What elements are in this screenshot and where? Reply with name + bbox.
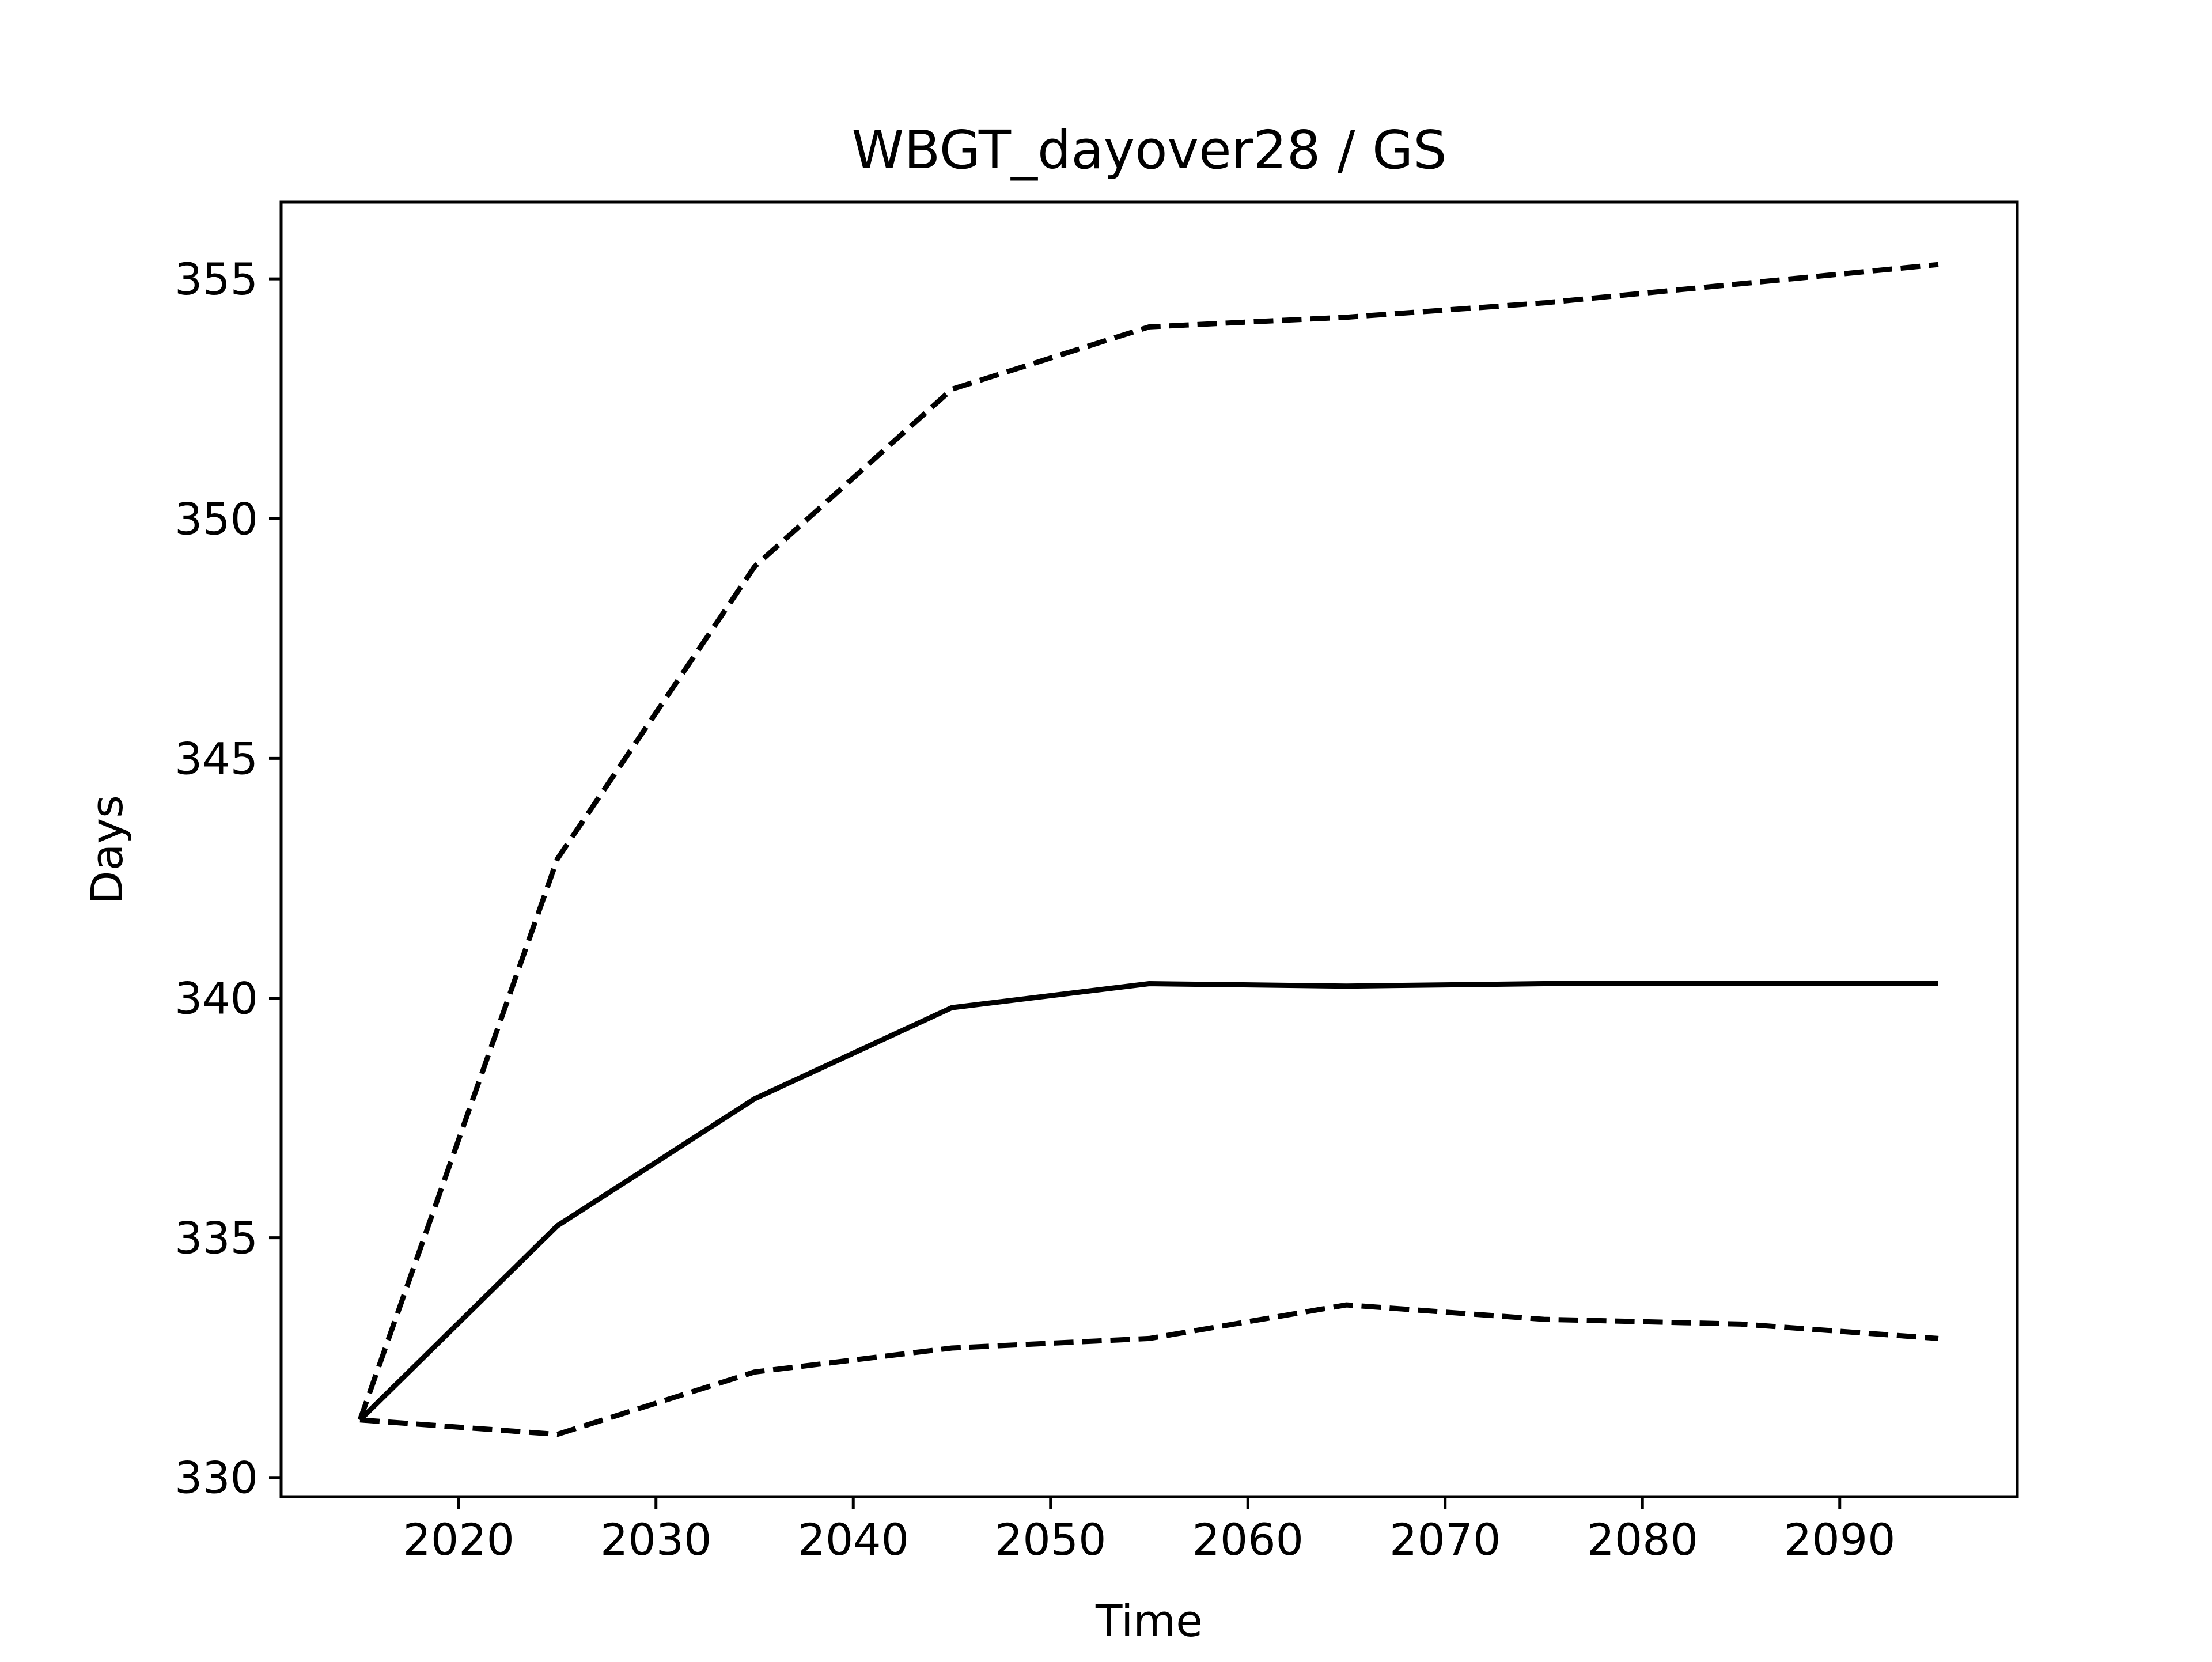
x-axis: 2020 2030 2040 2050 2060 2070 2080 2090 xyxy=(403,1497,1895,1565)
x-tick-label: 2040 xyxy=(798,1514,909,1565)
x-tick-label: 2060 xyxy=(1192,1514,1304,1565)
y-tick-label: 340 xyxy=(175,972,258,1024)
y-axis: 330 335 340 345 350 355 xyxy=(175,253,281,1504)
x-tick-label: 2030 xyxy=(600,1514,711,1565)
y-tick-label: 330 xyxy=(175,1452,258,1504)
x-axis-label: Time xyxy=(1095,1595,1203,1646)
y-axis-label: Days xyxy=(81,795,132,904)
y-tick-label: 345 xyxy=(175,733,258,784)
series-line-3-dashed xyxy=(359,1302,1939,1437)
x-tick-label: 2080 xyxy=(1587,1514,1698,1565)
y-tick-label: 335 xyxy=(175,1213,258,1264)
y-tick-label: 350 xyxy=(175,493,258,544)
x-tick-label: 2050 xyxy=(995,1514,1106,1565)
x-tick-label: 2090 xyxy=(1784,1514,1895,1565)
x-tick-label: 2020 xyxy=(403,1514,514,1565)
series-layer xyxy=(357,262,1939,1437)
series-line-2-solid xyxy=(358,981,1938,1422)
chart-title: WBGT_dayover28 / GS xyxy=(851,119,1446,181)
series-line-1-dashed xyxy=(357,262,1939,1421)
y-tick-label: 355 xyxy=(175,253,258,305)
plot-frame xyxy=(279,200,2019,1498)
x-tick-label: 2070 xyxy=(1389,1514,1501,1565)
